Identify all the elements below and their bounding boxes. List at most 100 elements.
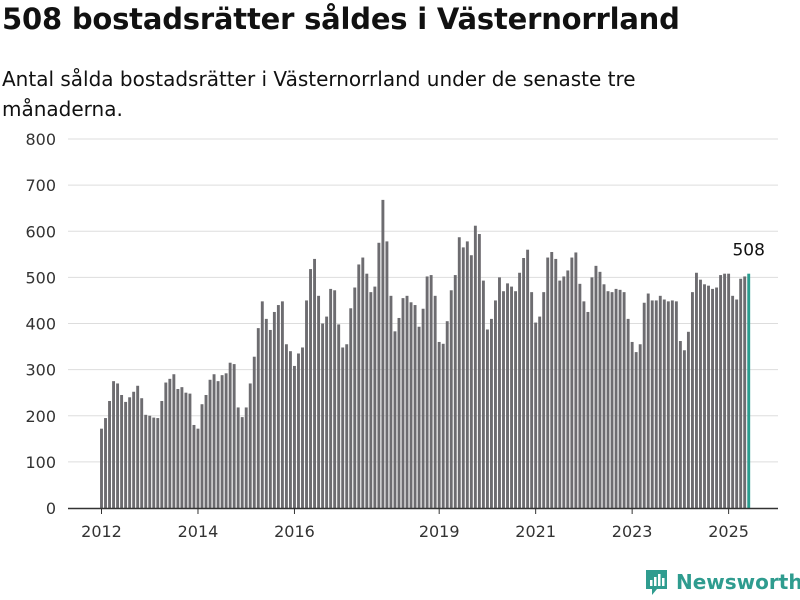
bar — [506, 283, 509, 508]
x-tick-label: 2019 — [419, 522, 460, 541]
bar — [160, 400, 164, 508]
bar — [638, 344, 642, 508]
bar — [180, 387, 184, 508]
bar — [457, 237, 461, 508]
bar — [578, 283, 582, 508]
bar — [590, 277, 594, 508]
bar — [682, 350, 686, 508]
bar — [598, 271, 602, 508]
y-tick-label: 500 — [25, 268, 56, 287]
bar — [325, 316, 329, 508]
bar — [494, 300, 497, 508]
bar — [614, 288, 618, 508]
bar — [361, 257, 365, 508]
bar — [369, 292, 373, 508]
newsworthy-logo-icon — [646, 570, 667, 595]
bar — [385, 241, 389, 508]
bar — [562, 276, 566, 508]
bar — [268, 329, 272, 508]
bar — [309, 269, 312, 508]
bar — [252, 356, 256, 508]
bar — [485, 329, 489, 508]
bar — [594, 265, 598, 508]
bar — [546, 257, 550, 508]
bar — [168, 378, 172, 508]
bar — [498, 277, 501, 508]
bar — [703, 284, 706, 508]
bar — [437, 341, 441, 508]
chart-title: 508 bostadsrätter såldes i Västernorrlan… — [2, 2, 680, 36]
bar — [453, 275, 457, 508]
bar — [100, 428, 103, 508]
bar — [136, 385, 140, 508]
bar — [727, 273, 731, 508]
bar — [409, 302, 413, 508]
bar — [284, 344, 288, 508]
bar — [381, 199, 385, 508]
bar — [305, 300, 308, 508]
bar — [144, 414, 148, 508]
bar — [686, 331, 690, 508]
bar — [711, 288, 714, 508]
bar — [530, 292, 534, 508]
bar — [461, 247, 465, 509]
bar — [469, 255, 473, 508]
bar — [112, 381, 116, 508]
bar — [333, 290, 337, 508]
bar — [244, 407, 248, 508]
bar — [288, 351, 292, 508]
bar — [429, 275, 433, 508]
bar — [301, 347, 304, 508]
bar — [313, 258, 317, 508]
bar — [297, 353, 300, 508]
bar — [293, 365, 296, 508]
bar — [349, 308, 353, 508]
bar — [674, 301, 678, 508]
bar — [715, 287, 719, 508]
bar — [646, 293, 650, 508]
y-tick-label: 800 — [25, 130, 56, 149]
bar — [634, 352, 638, 508]
bar — [421, 308, 425, 508]
bar — [124, 401, 128, 508]
bar — [473, 225, 477, 508]
bar — [481, 280, 485, 508]
bar — [743, 276, 747, 508]
bar — [401, 298, 405, 508]
bar — [280, 301, 284, 508]
bar — [666, 301, 670, 508]
x-tick-label: 2021 — [515, 522, 556, 541]
bar — [739, 278, 743, 508]
bar — [731, 295, 735, 508]
bar — [662, 299, 666, 508]
bar — [550, 252, 554, 508]
bar — [699, 279, 702, 508]
x-tick-label: 2016 — [274, 522, 315, 541]
bar — [389, 295, 393, 508]
bar — [397, 317, 401, 508]
bar — [445, 321, 449, 508]
bar — [108, 400, 111, 508]
bar — [690, 292, 694, 508]
bar — [357, 264, 361, 508]
bar — [212, 374, 216, 508]
y-axis-ticks: 0 100 200 300 400 500 600 700 800 — [25, 130, 56, 518]
bar — [260, 301, 264, 508]
bar — [606, 291, 610, 508]
y-tick-label: 200 — [25, 407, 56, 426]
bar — [329, 288, 333, 508]
bar — [658, 295, 662, 508]
bar — [417, 326, 421, 508]
bar — [365, 273, 369, 508]
bar — [120, 394, 124, 508]
bar — [192, 424, 196, 508]
bar — [574, 252, 578, 508]
bar — [618, 289, 622, 508]
bar — [650, 300, 654, 508]
chart-subtitle: Antal sålda bostadsrätter i Västernorrla… — [2, 67, 636, 121]
bar — [413, 305, 417, 508]
bars — [100, 199, 751, 509]
y-tick-label: 300 — [25, 361, 56, 380]
bar — [224, 373, 228, 508]
